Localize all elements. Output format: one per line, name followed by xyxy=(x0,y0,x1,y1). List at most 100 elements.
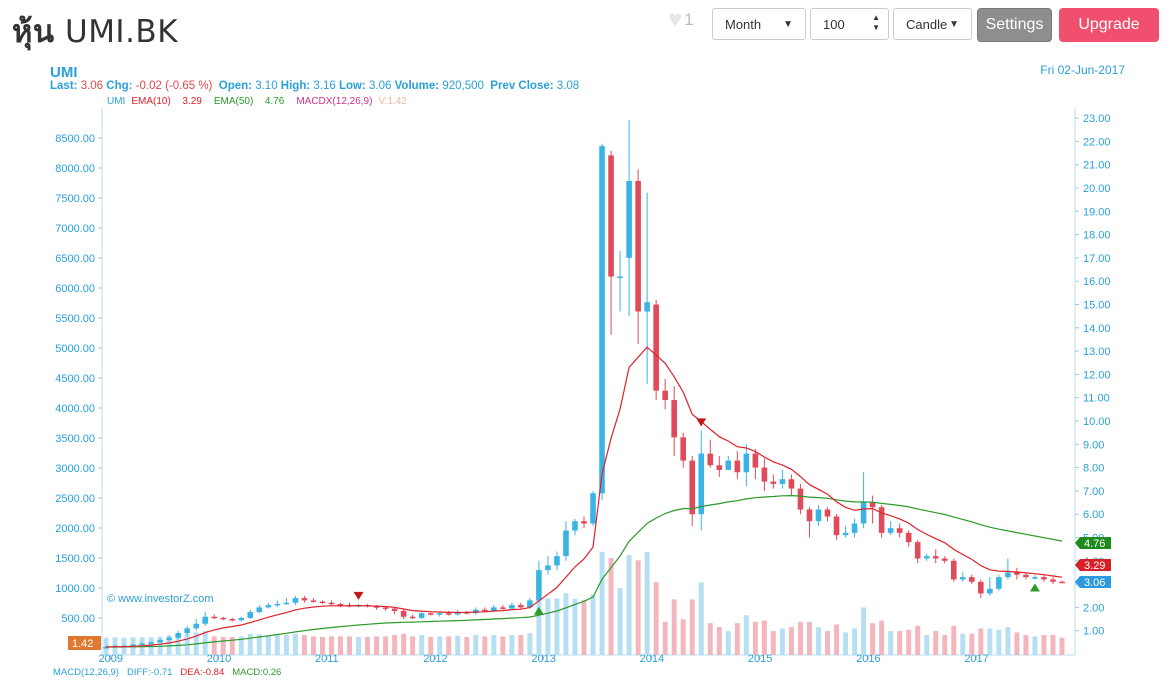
chart-type-select[interactable]: Candle ▼ xyxy=(893,8,972,40)
volume-bar xyxy=(274,635,280,655)
last-value: 3.06 xyxy=(80,80,104,92)
price-tick-label: 20.00 xyxy=(1083,183,1111,195)
volume-bar xyxy=(969,633,975,655)
count-input[interactable]: 100 ▲ ▼ xyxy=(810,8,889,40)
candle-down xyxy=(301,598,308,601)
legend-ema10-value: 3.29 xyxy=(182,96,202,107)
low-value: 3.06 xyxy=(369,80,392,92)
volume-bar xyxy=(446,636,452,655)
candle-up xyxy=(527,600,533,608)
volume-bar xyxy=(870,623,876,655)
price-tick-label: 17.00 xyxy=(1083,253,1111,265)
period-select[interactable]: Month ▼ xyxy=(712,8,806,40)
macd-diff: DIFF:-0.71 xyxy=(127,667,173,678)
volume-tick-label: 8500.00 xyxy=(55,133,95,145)
candle-down xyxy=(1059,581,1065,584)
candle-down xyxy=(806,509,813,522)
last-price-tag xyxy=(1075,576,1111,588)
candle-down xyxy=(689,460,696,515)
last-label: Last: xyxy=(50,80,78,92)
candle-up xyxy=(274,603,281,606)
candle-up xyxy=(184,628,190,634)
stepper-icon[interactable]: ▲ ▼ xyxy=(872,13,880,32)
candle-up xyxy=(247,612,254,618)
legend-ema50-label: EMA(50) xyxy=(213,96,254,107)
open-value: 3.10 xyxy=(255,80,278,92)
candle-down xyxy=(635,181,641,312)
candle-down xyxy=(409,616,416,619)
candle-up xyxy=(256,607,263,613)
volume-tick-label: 7000.00 xyxy=(55,223,95,235)
volume-bar xyxy=(554,598,560,655)
macd-legend: MACD(12,26,9) DIFF:-0.71 DEA:-0.84 MACD:0.2… xyxy=(53,667,289,678)
candle-down xyxy=(391,608,398,611)
volume-bar xyxy=(951,625,957,655)
sell-signal-icon xyxy=(353,591,364,600)
volume-bar xyxy=(310,636,316,655)
price-tick-label: 9.00 xyxy=(1083,439,1104,451)
candle-up xyxy=(157,640,163,643)
volume-bar xyxy=(653,582,659,655)
candle-up xyxy=(590,493,596,524)
low-label: Low: xyxy=(338,80,366,92)
volume-bar xyxy=(301,635,307,655)
candle-up xyxy=(987,588,993,594)
candle-up xyxy=(436,613,443,615)
volume-bar xyxy=(770,631,776,655)
candle-up xyxy=(572,521,578,531)
upgrade-button[interactable]: Upgrade xyxy=(1059,8,1159,42)
legend-umi: UMI xyxy=(107,96,126,107)
volume-bar xyxy=(374,636,380,655)
candle-down xyxy=(427,613,434,615)
x-tick-label: 2017 xyxy=(964,653,988,665)
ema10-price-tag-text: 3.29 xyxy=(1084,560,1105,572)
volume-tick-label: 4000.00 xyxy=(55,403,95,415)
volume-bar xyxy=(473,635,479,655)
candle-up xyxy=(454,612,461,615)
title-symbol: UMI.BK xyxy=(65,14,179,50)
candle-up xyxy=(698,453,705,515)
price-tick-label: 16.00 xyxy=(1083,276,1111,288)
volume-bar xyxy=(987,628,993,655)
candle-up xyxy=(545,565,551,571)
price-tick-label: 15.00 xyxy=(1083,300,1111,312)
candle-down xyxy=(969,577,975,582)
legend-macd: MACDX(12,26,9) xyxy=(296,96,373,107)
volume-bar xyxy=(680,619,686,655)
volume-bar xyxy=(410,636,416,655)
volume-bar xyxy=(806,621,812,655)
volume-bar xyxy=(626,555,632,655)
volume-bar xyxy=(788,627,794,655)
sell-signal-icon xyxy=(696,418,707,427)
volume-tick-label: 1500.00 xyxy=(55,553,95,565)
candle-down xyxy=(833,516,840,536)
volume-bar xyxy=(175,634,181,655)
volume-bar xyxy=(590,594,596,655)
volume-bar xyxy=(779,628,785,655)
candle-down xyxy=(1014,572,1020,575)
chg-label: Chg: xyxy=(106,80,133,92)
volume-bar xyxy=(852,628,858,655)
chart-symbol: UMI xyxy=(50,64,78,81)
price-tick-label: 22.00 xyxy=(1083,136,1111,148)
price-tick-label: 19.00 xyxy=(1083,206,1111,218)
buy-signal-icon xyxy=(1029,583,1040,592)
candle-up xyxy=(554,556,560,566)
heart-icon[interactable]: ♥ xyxy=(668,6,683,33)
price-tick-label: 1.00 xyxy=(1083,626,1104,638)
candle-down xyxy=(581,521,587,524)
volume-bar xyxy=(897,631,903,655)
volume-bar xyxy=(292,633,298,655)
settings-button[interactable]: Settings xyxy=(977,8,1052,42)
price-tick-label: 12.00 xyxy=(1083,369,1111,381)
volume-bar xyxy=(635,560,641,655)
price-tick-label: 14.00 xyxy=(1083,323,1111,335)
volume-tick-label: 3500.00 xyxy=(55,433,95,445)
favorite[interactable]: ♥ 1 xyxy=(668,6,694,33)
ema50-price-tag xyxy=(1075,537,1111,549)
candle-up xyxy=(491,607,497,611)
legend-ema50: EMA(50) 4.76 xyxy=(214,96,290,107)
caret-down-icon: ▼ xyxy=(783,18,793,30)
price-tick-label: 18.00 xyxy=(1083,230,1111,242)
